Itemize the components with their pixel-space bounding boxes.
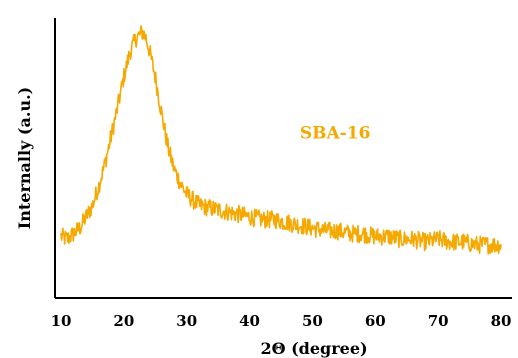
series-line-sba-16 [60, 25, 502, 255]
x-tick-label: 60 [365, 312, 386, 330]
series-annotation: SBA-16 [300, 123, 371, 143]
x-tick-label: 70 [428, 312, 449, 330]
x-tick-label: 50 [302, 312, 323, 330]
x-tick-label: 30 [176, 312, 197, 330]
x-tick-label: 40 [239, 312, 260, 330]
x-tick-labels: 10 20 30 40 50 60 70 80 [51, 312, 512, 330]
x-axis-title: 2Θ (degree) [260, 339, 367, 358]
x-tick-label: 20 [113, 312, 134, 330]
x-tick-label: 80 [491, 312, 512, 330]
x-tick-label: 10 [51, 312, 72, 330]
plot-area [60, 25, 502, 255]
y-axis-title: Internally (a.u.) [15, 87, 34, 229]
